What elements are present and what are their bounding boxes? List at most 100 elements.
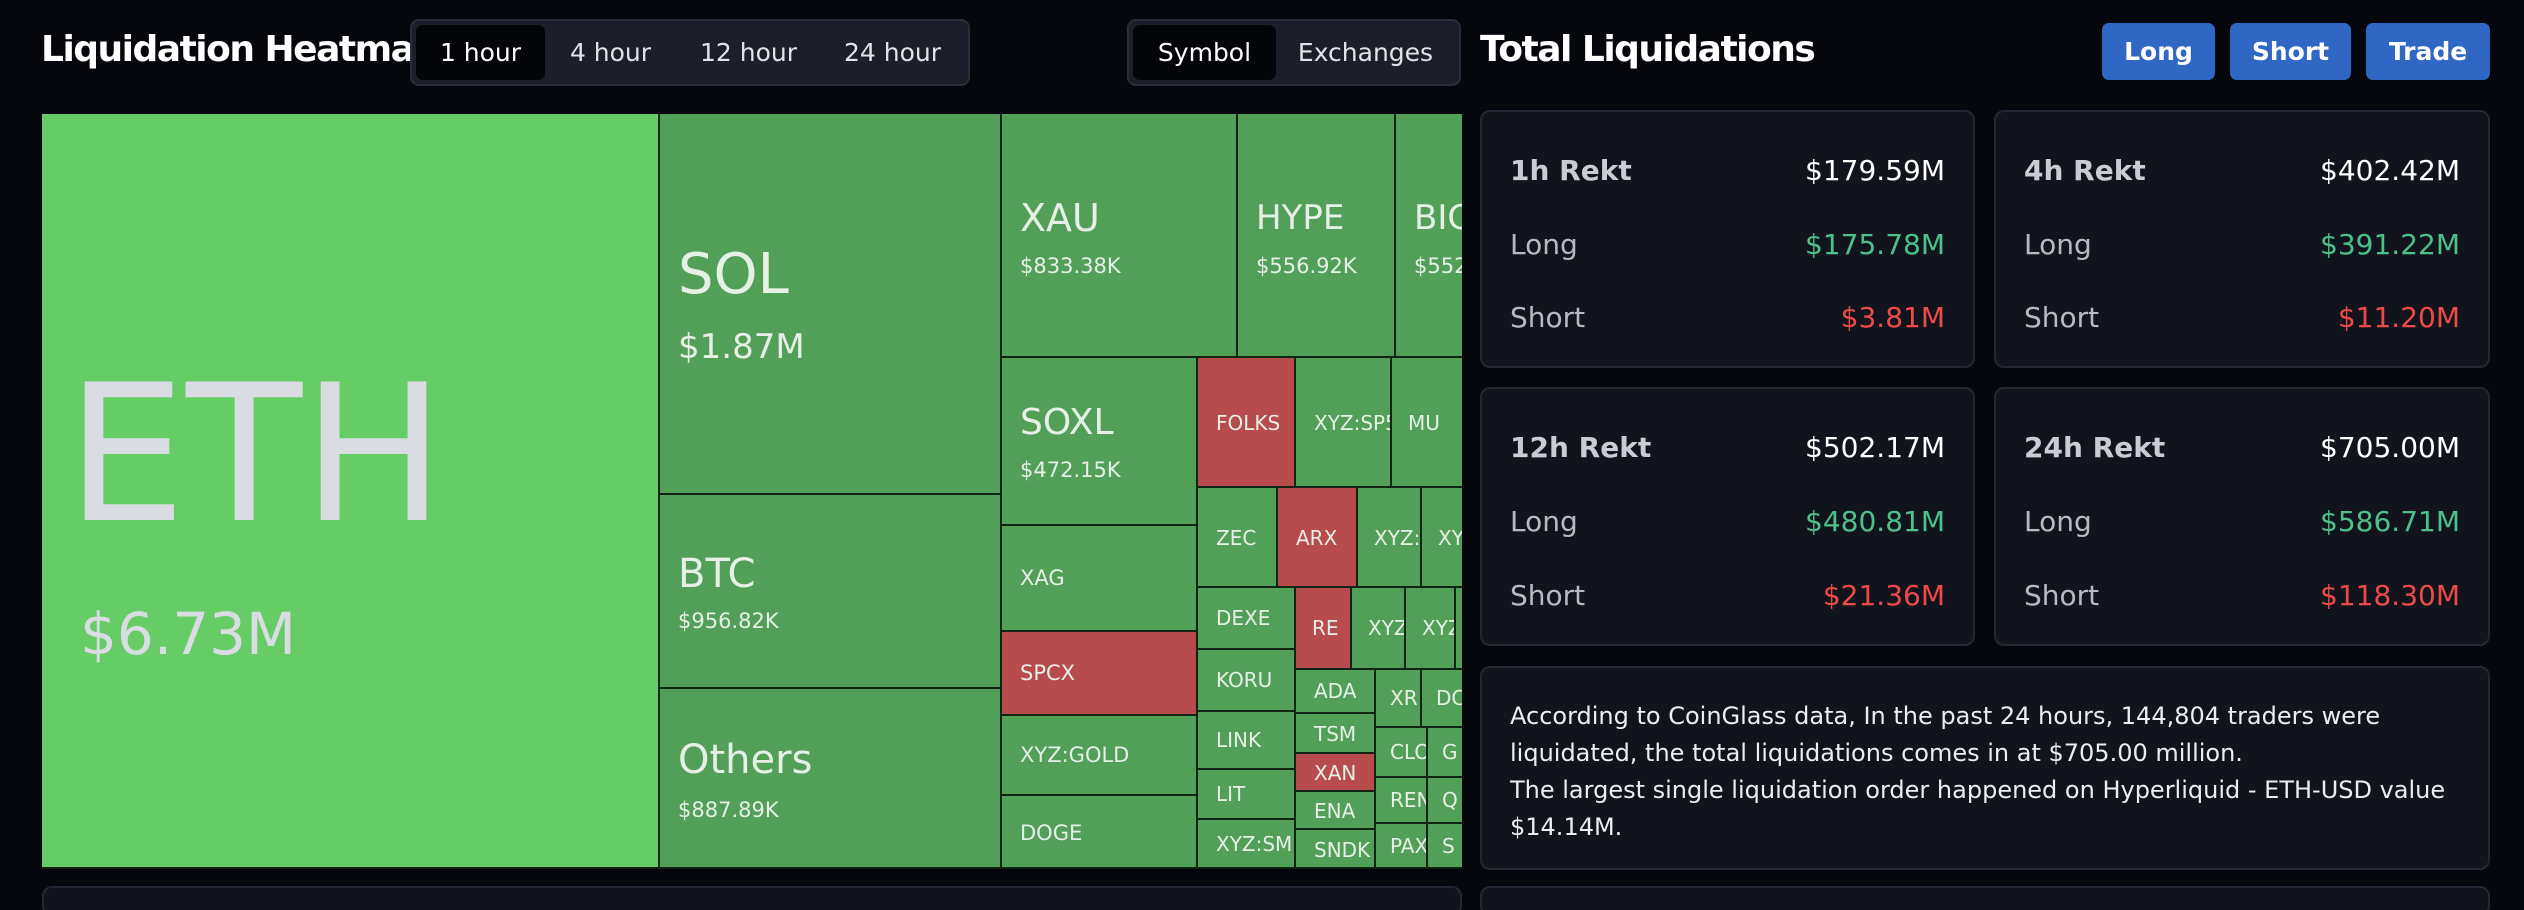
treemap-tile-link[interactable]: LINK	[1198, 712, 1296, 770]
treemap-tile-others[interactable]: Others $887.89K	[660, 689, 1002, 869]
treemap-tile-tsm[interactable]: TSM	[1296, 714, 1376, 754]
treemap-tile-hype[interactable]: HYPE $556.92K	[1238, 114, 1396, 358]
trade-button[interactable]: Trade	[2366, 23, 2490, 80]
tab-1-hour[interactable]: 1 hour	[416, 25, 545, 80]
tile-symbol: REN	[1390, 788, 1428, 812]
treemap-tile-xyz-sp5[interactable]: XYZ:SP5	[1296, 358, 1392, 488]
tile-symbol: SPCX	[1020, 661, 1076, 685]
treemap-tile-xyz-c[interactable]: XYZ	[1406, 588, 1456, 670]
treemap-tile-g[interactable]: G	[1428, 728, 1462, 778]
treemap-tile-clo[interactable]: CLO	[1376, 728, 1428, 778]
treemap-tile-xyz-a[interactable]: XYZ:	[1358, 488, 1422, 588]
stat-card-24h: 24h Rekt $705.00M Long $586.71M Short $118.…	[1994, 387, 2490, 646]
treemap-tile-q[interactable]: Q	[1428, 778, 1462, 824]
treemap-tile-doge[interactable]: DOGE	[1002, 796, 1198, 869]
treemap-tile-xag[interactable]: XAG	[1002, 526, 1198, 632]
tile-symbol: ADA	[1314, 679, 1357, 703]
tile-symbol: DC	[1436, 686, 1462, 710]
tile-symbol: ARX	[1296, 526, 1338, 550]
short-label: Short	[2024, 579, 2100, 612]
tile-symbol: KORU	[1216, 668, 1273, 692]
treemap-tile-ada[interactable]: ADA	[1296, 670, 1376, 714]
tab-exchanges[interactable]: Exchanges	[1297, 38, 1434, 67]
treemap-tile-lit[interactable]: LIT	[1198, 770, 1296, 820]
long-button[interactable]: Long	[2102, 23, 2215, 80]
tab-4-hour[interactable]: 4 hour	[569, 38, 652, 67]
treemap-tile-xyz-b[interactable]: XYZ	[1352, 588, 1406, 670]
long-label: Long	[2024, 228, 2092, 261]
treemap-tile-zec[interactable]: ZEC	[1198, 488, 1278, 588]
long-label: Long	[2024, 505, 2092, 538]
tile-symbol: DEXE	[1216, 606, 1271, 630]
short-value: $118.30M	[2320, 579, 2460, 612]
tile-symbol: XAG	[1020, 566, 1065, 590]
treemap-tile-sol[interactable]: SOL $1.87M	[660, 114, 1002, 495]
tile-symbol: XYZ:	[1374, 526, 1421, 550]
treemap-tile-ren[interactable]: REN	[1376, 778, 1428, 824]
tile-value: $956.82K	[678, 609, 779, 633]
tile-symbol: RE	[1312, 616, 1339, 640]
tile-symbol: ETH	[66, 344, 445, 565]
treemap-tile-eth[interactable]: ETH $6.73M	[42, 114, 660, 869]
treemap-tile-sndk[interactable]: SNDK	[1296, 830, 1376, 869]
tile-symbol: SOL	[678, 242, 789, 307]
total-liquidations-title: Total Liquidations	[1480, 29, 1816, 70]
tile-symbol: MU	[1408, 411, 1440, 435]
tile-value: $833.38K	[1020, 254, 1121, 278]
tile-symbol: XYZ:GOLD	[1020, 743, 1130, 767]
treemap-tile-xyz-gold[interactable]: XYZ:GOLD	[1002, 716, 1198, 796]
treemap-tile-bic[interactable]: BIC $552	[1396, 114, 1462, 358]
treemap-tile-dexe[interactable]: DEXE	[1198, 588, 1296, 650]
tile-symbol: BTC	[678, 551, 756, 597]
treemap-tile-soxl[interactable]: SOXL $472.15K	[1002, 358, 1198, 526]
treemap-tile-mu[interactable]: MU	[1392, 358, 1462, 488]
treemap-tile-xan[interactable]: XAN	[1296, 754, 1376, 792]
heatmap-title: Liquidation Heatmap	[41, 29, 439, 70]
tab-12-hour[interactable]: 12 hour	[699, 38, 798, 67]
short-value: $3.81M	[1840, 301, 1945, 334]
stat-title: 1h Rekt	[1510, 154, 1632, 187]
tab-symbol[interactable]: Symbol	[1133, 25, 1276, 80]
tile-symbol: TSM	[1314, 722, 1357, 746]
tile-symbol: XY	[1438, 526, 1462, 550]
treemap-tile-btc[interactable]: BTC $956.82K	[660, 495, 1002, 689]
treemap-tile-folks[interactable]: FOLKS	[1198, 358, 1296, 488]
treemap-tile-koru[interactable]: KORU	[1198, 650, 1296, 712]
long-value: $391.22M	[2320, 228, 2460, 261]
tile-symbol: SNDK	[1314, 838, 1371, 862]
stat-title: 4h Rekt	[2024, 154, 2146, 187]
treemap-tile-s[interactable]: S	[1428, 824, 1462, 869]
stat-total: $402.42M	[2320, 154, 2460, 187]
short-value: $21.36M	[1822, 579, 1945, 612]
tile-symbol: FOLKS	[1216, 411, 1281, 435]
tile-symbol: Q	[1442, 788, 1458, 812]
tile-symbol: CLO	[1390, 740, 1428, 764]
treemap-tile-xy[interactable]: XY	[1422, 488, 1462, 588]
long-label: Long	[1510, 228, 1578, 261]
tile-symbol: BIC	[1414, 198, 1462, 238]
treemap-tile-spcx[interactable]: SPCX	[1002, 632, 1198, 716]
tile-symbol: PAX	[1390, 834, 1428, 858]
treemap-tile-dc[interactable]: DC	[1422, 670, 1462, 728]
treemap-tile-xau[interactable]: XAU $833.38K	[1002, 114, 1238, 358]
treemap-tile-xr[interactable]: XR	[1376, 670, 1422, 728]
short-value: $11.20M	[2337, 301, 2460, 334]
summary-line-1: According to CoinGlass data, In the past…	[1510, 702, 2381, 767]
long-label: Long	[1510, 505, 1578, 538]
tile-symbol: XYZ:SP5	[1314, 411, 1392, 435]
tile-symbol: G	[1442, 740, 1458, 764]
short-button[interactable]: Short	[2230, 23, 2351, 80]
treemap-tile-arx[interactable]: ARX	[1278, 488, 1358, 588]
tab-24-hour[interactable]: 24 hour	[843, 38, 942, 67]
treemap-tile-pax[interactable]: PAX	[1376, 824, 1428, 869]
tile-symbol: SOXL	[1020, 402, 1114, 443]
tile-symbol: XR	[1390, 686, 1418, 710]
treemap-tile-re[interactable]: RE	[1296, 588, 1352, 670]
tile-symbol: ZEC	[1216, 526, 1257, 550]
treemap-tile-ena[interactable]: ENA	[1296, 792, 1376, 830]
treemap-tile-xyz-sm[interactable]: XYZ:SM	[1198, 820, 1296, 869]
tile-symbol: S	[1442, 834, 1455, 858]
stat-total: $179.59M	[1805, 154, 1945, 187]
tile-symbol: Others	[678, 737, 813, 783]
tile-symbol: XYZ	[1368, 616, 1406, 640]
